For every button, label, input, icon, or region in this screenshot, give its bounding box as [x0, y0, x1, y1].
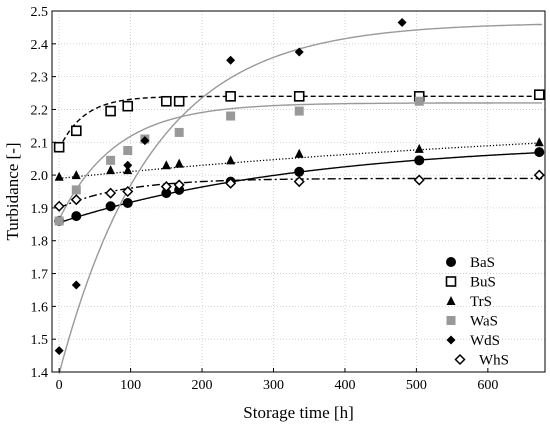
y-tick-label: 1.6 [31, 300, 49, 315]
data-point-whs [413, 174, 425, 186]
legend: BaS BuS TrS WaS WdS WhS [445, 255, 509, 369]
data-point-whs [70, 194, 82, 206]
data-point-wds [54, 346, 64, 356]
data-point-bus [161, 95, 172, 107]
data-point-bas [294, 166, 305, 177]
data-point-trs [294, 148, 304, 158]
data-point-whs [105, 187, 117, 199]
data-point-whs [293, 176, 305, 188]
data-point-whs [122, 185, 134, 198]
data-point-whs [173, 179, 185, 191]
y-tick-label: 1.5 [31, 333, 49, 348]
data-point-bus [293, 91, 305, 102]
data-point-was [414, 96, 424, 106]
legend-label-was: WaS [470, 314, 498, 330]
y-tick-label: 1.4 [31, 366, 49, 381]
data-point-was [54, 216, 64, 226]
x-tick-label: 0 [56, 378, 63, 393]
data-point-was [123, 145, 133, 155]
legend-label-bus: BuS [470, 275, 496, 291]
fit-curve-wds [58, 23, 543, 374]
legend-label-whs: WhS [479, 353, 509, 369]
data-point-bus [173, 95, 185, 107]
data-point-trs [174, 158, 184, 168]
data-point-wds [294, 47, 304, 57]
data-point-bus [533, 89, 545, 100]
data-point-whs [160, 181, 172, 193]
y-tick-label: 2.0 [31, 169, 49, 184]
legend-marker-wds [446, 335, 456, 345]
data-point-trs [534, 137, 544, 147]
data-point-trs [71, 170, 81, 180]
y-tick-label: 1.7 [31, 268, 49, 283]
data-point-whs [225, 177, 237, 189]
legend-label-trs: TrS [470, 294, 492, 310]
data-point-trs [161, 160, 171, 170]
data-point-wds [397, 17, 407, 27]
y-tick-label: 2.5 [31, 5, 49, 20]
data-point-bus [122, 100, 134, 112]
data-point-was [174, 127, 184, 137]
legend-label-wds: WdS [470, 333, 500, 349]
legend-marker-trs [446, 296, 456, 305]
y-tick-label: 1.9 [31, 202, 49, 217]
x-tick-label: 600 [477, 378, 498, 393]
y-tick-label: 2.1 [31, 136, 49, 151]
data-point-bas [122, 197, 133, 208]
legend-marker-whs [454, 353, 466, 366]
axis-ticks: 0 100 200 300 400 500 600 1.4 1.5 1.6 1.7 1.8 1.9 2.0… [31, 5, 499, 393]
x-tick-label: 200 [192, 378, 213, 393]
data-point-bas [534, 147, 545, 158]
data-point-was [106, 155, 116, 165]
legend-marker-bus [445, 276, 457, 287]
legend-marker-bas [446, 257, 456, 267]
fit-curve-bus [58, 95, 543, 150]
x-tick-label: 300 [263, 378, 284, 393]
y-tick-label: 2.4 [31, 38, 49, 53]
y-tick-label: 2.2 [31, 103, 49, 118]
data-point-bus [53, 141, 65, 153]
data-point-whs [533, 169, 545, 181]
data-point-was [71, 185, 81, 195]
data-point-wds [123, 160, 133, 170]
legend-label-bas: BaS [470, 255, 495, 271]
data-point-was [226, 111, 236, 121]
x-tick-label: 500 [406, 378, 427, 393]
data-markers [53, 17, 545, 356]
x-tick-label: 100 [120, 378, 141, 393]
data-point-wds [71, 280, 81, 290]
y-axis-label: Turbidance [-] [3, 142, 22, 240]
x-axis-label: Storage time [h] [243, 403, 353, 422]
data-point-trs [54, 171, 64, 181]
data-point-trs [226, 155, 236, 165]
data-point-bus [70, 125, 82, 137]
y-tick-label: 2.3 [31, 71, 49, 86]
data-point-bus [225, 91, 236, 102]
data-point-bus [105, 105, 116, 117]
plot-frame [51, 10, 546, 373]
y-tick-label: 1.8 [31, 235, 49, 250]
data-point-was [294, 106, 304, 116]
data-point-trs [414, 143, 424, 153]
legend-marker-was [446, 316, 456, 325]
fit-curves [58, 23, 543, 374]
data-point-bas [105, 201, 116, 212]
x-tick-label: 400 [334, 378, 355, 393]
data-point-wds [140, 136, 150, 146]
fit-curve-was [58, 102, 543, 220]
data-point-bas [414, 155, 425, 166]
data-point-bas [71, 211, 82, 222]
data-point-whs [53, 200, 65, 212]
data-point-wds [226, 55, 236, 65]
data-point-trs [106, 165, 116, 175]
